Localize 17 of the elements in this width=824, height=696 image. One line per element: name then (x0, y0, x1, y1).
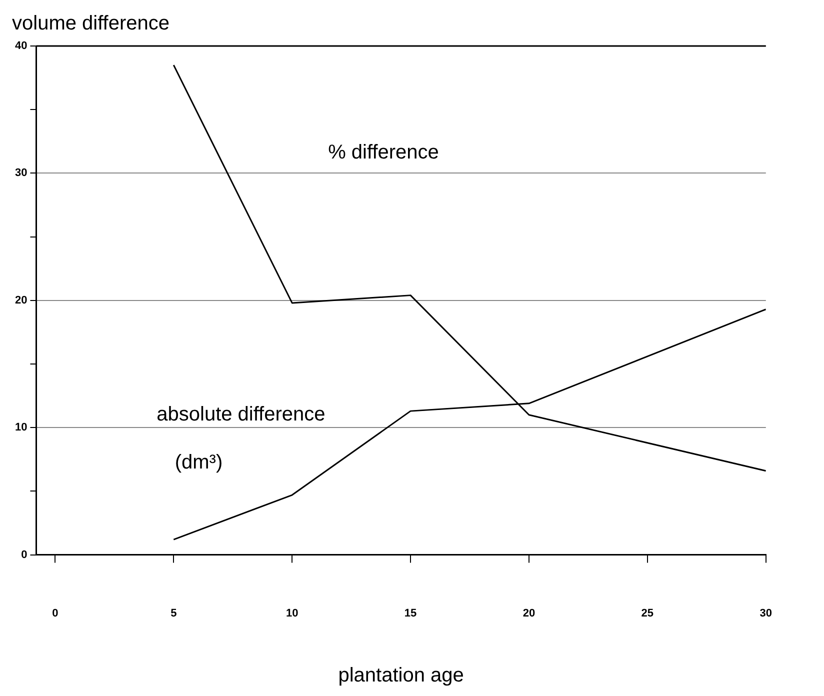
x-axis-title: plantation age (338, 664, 464, 687)
y-tick-label: 20 (14, 294, 28, 306)
annotation: % difference (328, 141, 439, 164)
x-tick-label: 10 (286, 607, 298, 620)
x-tick-label: 25 (641, 607, 654, 620)
y-tick-label: 0 (21, 548, 28, 561)
x-tick-label: 30 (760, 607, 772, 620)
x-tick-label: 5 (170, 607, 177, 620)
y-tick-label: 40 (14, 40, 28, 52)
x-tick-label: 15 (404, 607, 417, 620)
annotation: absolute difference (156, 403, 326, 426)
y-axis-title: volume difference (12, 12, 170, 35)
x-tick-label: 20 (522, 607, 536, 620)
y-tick-label: 30 (14, 167, 28, 180)
annotation: (dm³) (174, 452, 223, 474)
y-tick-label: 10 (14, 422, 28, 434)
x-tick-label: 0 (52, 607, 58, 620)
